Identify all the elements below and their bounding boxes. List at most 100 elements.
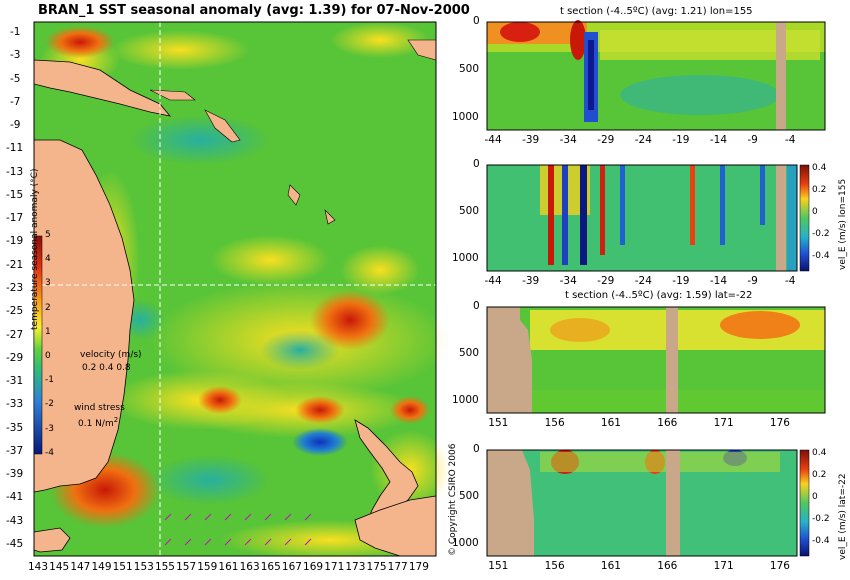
panel-2-colorbar-tick: -0.2 xyxy=(812,229,830,239)
map-y-tick: -39 xyxy=(6,468,24,481)
map-y-tick: -17 xyxy=(6,212,24,225)
panel-4-colorbar-tick: 0 xyxy=(812,492,818,502)
map-x-tick: 177 xyxy=(387,561,408,573)
map-y-tick: -31 xyxy=(6,375,24,388)
panel-1-y-tick: 1000 xyxy=(452,111,479,123)
panel-2-x-tick: -4 xyxy=(784,275,796,287)
panel-3-x-tick: 156 xyxy=(544,417,565,429)
map-title: BRAN_1 SST seasonal anomaly (avg: 1.39) … xyxy=(38,3,470,18)
panel-1-x-tick: -39 xyxy=(522,134,540,146)
map-y-tick: -27 xyxy=(6,328,24,341)
map-colorbar-tick: -4 xyxy=(45,447,54,458)
map-colorbar-tick: 5 xyxy=(45,230,51,240)
section-panel-4-plot xyxy=(486,449,810,557)
wind-stress-scale-group: 0.1 N/m2 xyxy=(78,416,118,429)
colorbar-label: temperature seasonal anomaly (°C) xyxy=(30,168,40,330)
panel-2-x-tick: -9 xyxy=(747,275,758,287)
map-y-tick: -25 xyxy=(6,305,24,318)
panel-2-x-tick: -14 xyxy=(709,275,727,287)
panel-3-y-tick: 500 xyxy=(459,347,480,359)
wind-stress-scale: 0.1 N/m xyxy=(78,419,114,429)
panel-1-x-tick: -44 xyxy=(484,134,502,146)
map-x-tick: 167 xyxy=(281,561,302,573)
panel-2-colorbar-tick: 0.2 xyxy=(812,185,827,195)
map-colorbar xyxy=(33,235,43,455)
sst-map xyxy=(33,21,450,560)
panel-2-x-tick: -24 xyxy=(634,275,652,287)
panel-3-x-tick: 171 xyxy=(713,417,734,429)
panel-2-colorbar-label: vel_E (m/s) lon=155 xyxy=(838,178,848,270)
map-colorbar-tick: 3 xyxy=(45,278,51,289)
panel-4-y-tick: 0 xyxy=(473,443,480,455)
map-x-tick: 179 xyxy=(408,561,429,573)
map-colorbar-tick: -3 xyxy=(45,423,54,434)
velocity-label: velocity (m/s) xyxy=(80,350,142,360)
panel-2-colorbar-tick: 0.4 xyxy=(812,163,827,173)
map-y-tick: -43 xyxy=(6,514,24,527)
panel-1-x-tick: -14 xyxy=(709,134,727,146)
panel-3-x-tick: 176 xyxy=(769,417,790,429)
map-y-tick: -11 xyxy=(6,142,24,155)
panel-4-y-tick: 1000 xyxy=(452,537,479,549)
panel-4-colorbar-tick: 0.2 xyxy=(812,470,827,480)
section-panel-3-plot xyxy=(486,306,826,414)
map-y-tick: -37 xyxy=(6,444,24,457)
panel-3-y-tick: 1000 xyxy=(452,394,479,406)
panel-2-colorbar-tick: -0.4 xyxy=(812,251,830,261)
wind-stress-label: wind stress xyxy=(74,403,125,413)
panel-4-x-tick: 176 xyxy=(769,560,790,572)
panel-2-y-tick: 500 xyxy=(459,205,480,217)
map-x-tick: 173 xyxy=(345,561,366,573)
map-y-tick: -13 xyxy=(6,165,24,178)
map-y-tick: -35 xyxy=(6,421,24,434)
map-x-tick: 165 xyxy=(260,561,281,573)
map-y-tick: -45 xyxy=(6,538,24,550)
map-y-tick: -41 xyxy=(6,491,24,504)
panel-2-y-tick: 0 xyxy=(473,158,480,170)
map-x-tick: 169 xyxy=(303,561,324,573)
panel-2-x-tick: -19 xyxy=(672,275,690,287)
section-panel-1-plot xyxy=(486,20,826,131)
panel-1-y-tick: 0 xyxy=(473,15,480,27)
map-x-tick: 159 xyxy=(197,561,218,573)
panel-2-x-tick: -39 xyxy=(522,275,540,287)
panel-1-x-tick: -19 xyxy=(672,134,690,146)
map-y-tick: -7 xyxy=(10,95,21,108)
panel-4-colorbar-tick: 0.4 xyxy=(812,448,827,458)
panel-1-title: t section (-4..5ºC) (avg: 1.21) lon=155 xyxy=(560,6,753,17)
map-x-tick: 161 xyxy=(218,561,239,573)
map-colorbar-tick: -2 xyxy=(45,399,54,410)
panel-4-x-tick: 156 xyxy=(544,560,565,572)
map-x-tick: 149 xyxy=(91,561,112,573)
map-x-tick: 163 xyxy=(239,561,260,573)
map-y-tick: -1 xyxy=(10,26,21,38)
panel-1-x-tick: -34 xyxy=(559,134,577,146)
panel-4-x-tick: 166 xyxy=(657,560,678,572)
panel-4-colorbar-label: vel_E (m/s) lat=-22 xyxy=(838,473,848,560)
panel-4-x-tick: 151 xyxy=(488,560,509,572)
panel-4-colorbar-tick: -0.4 xyxy=(812,536,830,546)
panel-1-x-tick: -29 xyxy=(597,134,615,146)
map-x-tick: 147 xyxy=(70,561,91,573)
panel-4-x-tick: 161 xyxy=(600,560,621,572)
panel-1-y-tick: 500 xyxy=(459,63,480,75)
map-y-tick: -3 xyxy=(10,49,21,62)
map-colorbar-tick: 0 xyxy=(45,351,51,361)
panel-4-colorbar-tick: -0.2 xyxy=(812,514,830,524)
panel-3-x-tick: 166 xyxy=(657,417,678,429)
panel-2-x-tick: -44 xyxy=(484,275,502,287)
map-y-tick: -5 xyxy=(10,72,21,85)
section-panel-2-plot xyxy=(486,164,810,272)
map-y-tick: -21 xyxy=(6,258,24,271)
panel-2-x-tick: -29 xyxy=(597,275,615,287)
velocity-scale: 0.2 0.4 0.8 xyxy=(82,363,131,373)
panel-2-colorbar-tick: 0 xyxy=(812,207,818,217)
map-x-tick: 153 xyxy=(133,561,154,573)
panel-4-x-tick: 171 xyxy=(713,560,734,572)
map-y-tick: -15 xyxy=(6,188,24,201)
wind-stress-unit-sup: 2 xyxy=(113,416,119,424)
map-x-tick: 157 xyxy=(176,561,197,573)
panel-1-x-tick: -24 xyxy=(634,134,652,146)
map-colorbar-tick: 1 xyxy=(45,326,51,337)
